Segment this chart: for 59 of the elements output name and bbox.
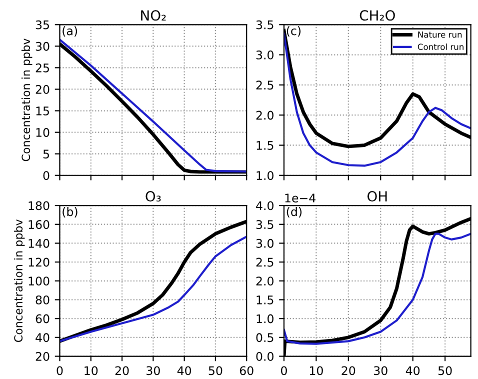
y-tick-label: 100 xyxy=(28,276,50,286)
y-tick-label: 15 xyxy=(36,106,49,116)
x-tick-label: 10 xyxy=(310,366,323,376)
y-tick-label: 2.0 xyxy=(256,276,274,286)
y-tick-label: 0.5 xyxy=(256,333,274,342)
annotation: (b) xyxy=(62,207,78,218)
y-tick-label: 20 xyxy=(36,352,50,361)
y-tick-label: 2.5 xyxy=(256,258,274,267)
y-tick-label: 5 xyxy=(43,150,49,158)
chart-title: O₃ xyxy=(146,191,161,202)
legend-label: Control run xyxy=(418,44,464,50)
x-tick-label: 60 xyxy=(240,366,254,376)
y-tick-label: 60 xyxy=(36,314,50,324)
text: 1e−4 xyxy=(285,194,316,202)
y-tick-label: 3.5 xyxy=(256,220,274,230)
x-tick-label: 40 xyxy=(406,366,420,376)
y-tick-label: 1.0 xyxy=(256,171,274,180)
y-tick-label: 20 xyxy=(36,84,50,94)
y-tick-label: 120 xyxy=(28,258,50,267)
y-tick-label: 3.0 xyxy=(256,238,274,248)
annotation: (c) xyxy=(286,26,301,37)
chart-title: NO₂ xyxy=(141,10,166,21)
x-tick-label: 40 xyxy=(177,366,192,376)
annotation: (a) xyxy=(62,26,78,37)
y-tick-label: 1.5 xyxy=(256,296,274,304)
y-tick-label: 3.5 xyxy=(256,20,274,30)
y-tick-label: 180 xyxy=(28,201,50,210)
y-tick-label: 1.0 xyxy=(256,314,274,324)
line-series xyxy=(284,232,471,345)
y-tick-label: 0.0 xyxy=(256,352,274,361)
y-tick-label: 80 xyxy=(36,295,50,304)
y-tick-label: 40 xyxy=(36,333,50,342)
chart-title: OH xyxy=(367,191,387,202)
y-tick-label: 2.0 xyxy=(256,110,274,120)
legend-label: Nature run xyxy=(418,32,462,38)
x-tick-label: 20 xyxy=(115,366,129,376)
y-tick-label: 2.5 xyxy=(256,80,274,90)
y-tick-label: 3.0 xyxy=(256,50,274,60)
x-tick-label: 0 xyxy=(281,366,287,376)
y-tick-label: 4.0 xyxy=(256,201,274,210)
x-tick-label: 20 xyxy=(342,366,356,376)
y-tick-label: 10 xyxy=(36,128,50,137)
x-tick-label: 50 xyxy=(438,366,452,376)
y-tick-label: 140 xyxy=(28,238,50,248)
x-tick-label: 30 xyxy=(374,366,388,376)
x-tick-label: 50 xyxy=(208,366,222,376)
x-tick-label: 10 xyxy=(84,366,98,376)
y-tick-label: 160 xyxy=(28,220,50,230)
chart-title: CH₂O xyxy=(360,10,395,21)
y-axis-title: Concentration in ppbv xyxy=(14,219,25,342)
y-tick-label: 30 xyxy=(36,42,50,51)
y-tick-label: 0 xyxy=(43,171,50,180)
x-tick-label: 0 xyxy=(56,366,63,376)
y-tick-label: 1.5 xyxy=(256,141,274,150)
y-tick-label: 25 xyxy=(36,63,49,72)
y-tick-label: 35 xyxy=(36,20,49,30)
y-axis-title: Concentration in ppbv xyxy=(21,38,32,162)
x-tick-label: 30 xyxy=(146,366,160,376)
annotation: (d) xyxy=(286,207,302,218)
